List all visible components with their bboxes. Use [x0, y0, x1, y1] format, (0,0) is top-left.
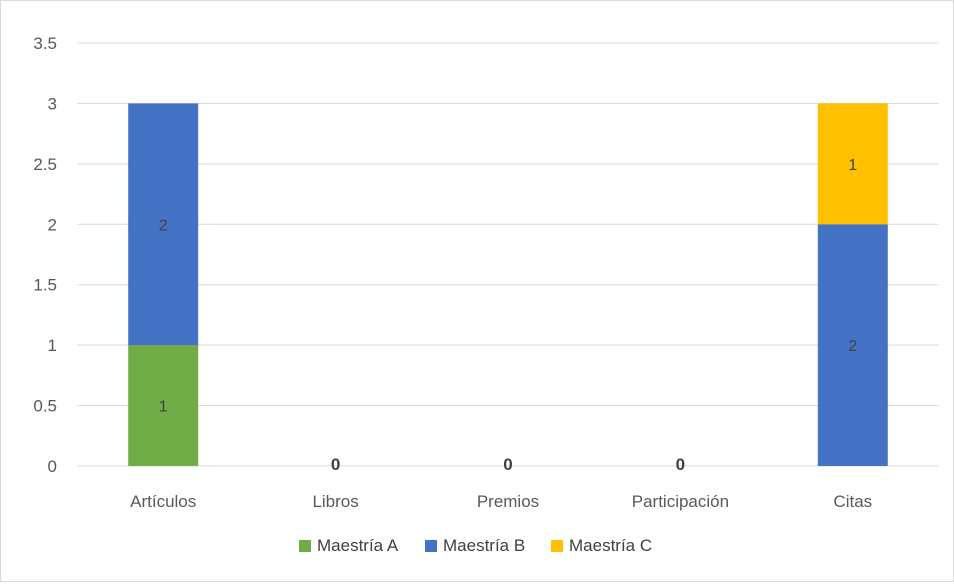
- legend-label: Maestría C: [569, 536, 652, 555]
- x-tick-label: Citas: [833, 492, 872, 511]
- y-tick-label: 2: [48, 215, 57, 234]
- x-tick-label: Premios: [477, 492, 539, 511]
- y-tick-label: 1: [48, 336, 57, 355]
- gridlines: [77, 42, 939, 467]
- legend-label: Maestría B: [443, 536, 525, 555]
- y-axis-ticks: 0 0.5 1 1.5 2 2.5 3 3.5: [33, 34, 57, 476]
- legend: Maestría A Maestría B Maestría C: [299, 536, 652, 555]
- y-tick-label: 2.5: [33, 155, 57, 174]
- zero-total-label: 0: [503, 455, 512, 474]
- x-axis-ticks: Artículos Libros Premios Participación Citas: [130, 492, 872, 511]
- data-label: 2: [848, 338, 857, 355]
- legend-swatch: [425, 540, 437, 552]
- y-tick-label: 1.5: [33, 276, 57, 295]
- y-tick-label: 0: [48, 457, 57, 476]
- legend-swatch: [551, 540, 563, 552]
- data-label: 2: [159, 217, 168, 234]
- legend-item: Maestría B: [425, 536, 525, 555]
- legend-item: Maestría A: [299, 536, 399, 555]
- bar-segment: [128, 345, 199, 466]
- y-tick-label: 0.5: [33, 397, 57, 416]
- data-label: 1: [848, 157, 857, 174]
- legend-item: Maestría C: [551, 536, 652, 555]
- x-tick-label: Libros: [312, 492, 358, 511]
- data-labels: 1 2 0 0 0 2 1: [159, 157, 858, 474]
- data-label: 1: [159, 399, 168, 416]
- bar-segment: [128, 103, 199, 346]
- bars: [128, 103, 888, 466]
- legend-label: Maestría A: [317, 536, 399, 555]
- zero-total-label: 0: [676, 455, 685, 474]
- zero-total-label: 0: [331, 455, 340, 474]
- y-tick-label: 3: [48, 94, 57, 113]
- bar-segment: [817, 224, 888, 466]
- x-tick-label: Participación: [632, 492, 729, 511]
- x-tick-label: Artículos: [130, 492, 196, 511]
- legend-swatch: [299, 540, 311, 552]
- bar-segment: [817, 103, 888, 225]
- y-tick-label: 3.5: [33, 34, 57, 53]
